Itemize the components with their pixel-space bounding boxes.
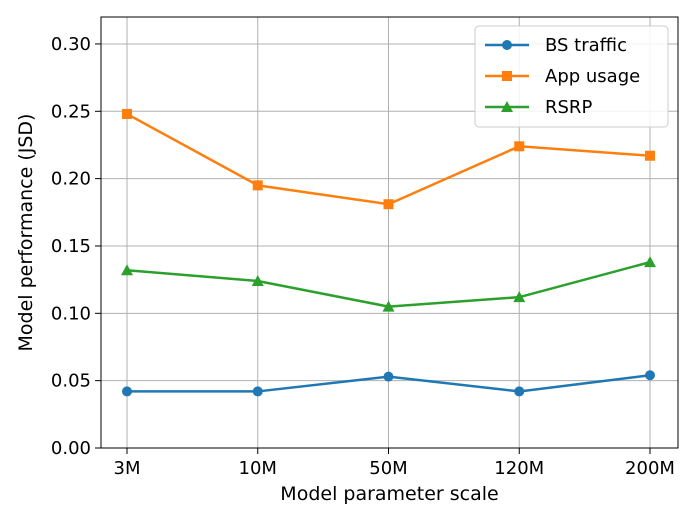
x-axis-label: Model parameter scale — [280, 483, 498, 505]
legend-label-app-usage: App usage — [545, 66, 640, 87]
legend-box — [474, 25, 669, 128]
legend-marker-rsrp — [501, 101, 513, 112]
series-layer — [121, 108, 656, 397]
y-tick-label: 0.30 — [51, 34, 91, 55]
x-tick-label: 3M — [114, 458, 141, 479]
plot-frame — [100, 16, 679, 449]
series-rsrp — [121, 256, 656, 312]
x-tick-label: 10M — [239, 458, 277, 479]
data-point-rsrp — [644, 256, 656, 268]
data-point-app-usage — [514, 141, 525, 152]
y-tick-label: 0.10 — [51, 303, 91, 324]
legend-marker-app-usage — [502, 71, 512, 81]
y-tick-label: 0.05 — [51, 371, 91, 392]
data-point-app-usage — [645, 150, 655, 161]
data-point-rsrp — [382, 300, 395, 312]
data-point-app-usage — [122, 108, 132, 119]
legend-marker-bs-traffic — [502, 40, 512, 50]
y-axis-label: Model performance (JSD) — [15, 114, 37, 352]
data-point-rsrp — [121, 264, 133, 276]
data-point-app-usage — [252, 180, 263, 191]
data-point-bs-traffic — [645, 370, 655, 381]
data-point-bs-traffic — [122, 386, 132, 397]
axis-ticks: 3M 10M 50M 120M 200M 0.00 0.05 0.10 0.15 0.20 0.25… — [51, 34, 675, 479]
y-tick-label: 0.20 — [51, 169, 91, 190]
y-tick-label: 0.25 — [51, 101, 91, 122]
legend-label-bs-traffic: BS traffic — [545, 35, 627, 56]
y-tick-label: 0.15 — [51, 236, 91, 257]
x-tick-label: 50M — [369, 458, 407, 479]
series-app-usage — [122, 108, 655, 210]
series-bs-traffic — [122, 370, 655, 397]
x-tick-label: 120M — [494, 458, 544, 479]
data-point-bs-traffic — [252, 386, 263, 397]
y-tick-label: 0.00 — [51, 438, 91, 459]
legend-label-rsrp: RSRP — [545, 97, 592, 118]
data-point-bs-traffic — [383, 371, 394, 382]
legend: BS traffic App usage RSRP — [474, 25, 669, 128]
x-tick-label: 200M — [625, 458, 675, 479]
data-point-rsrp — [513, 291, 526, 303]
data-point-app-usage — [383, 199, 394, 210]
data-point-bs-traffic — [514, 386, 525, 397]
data-point-rsrp — [251, 274, 264, 286]
